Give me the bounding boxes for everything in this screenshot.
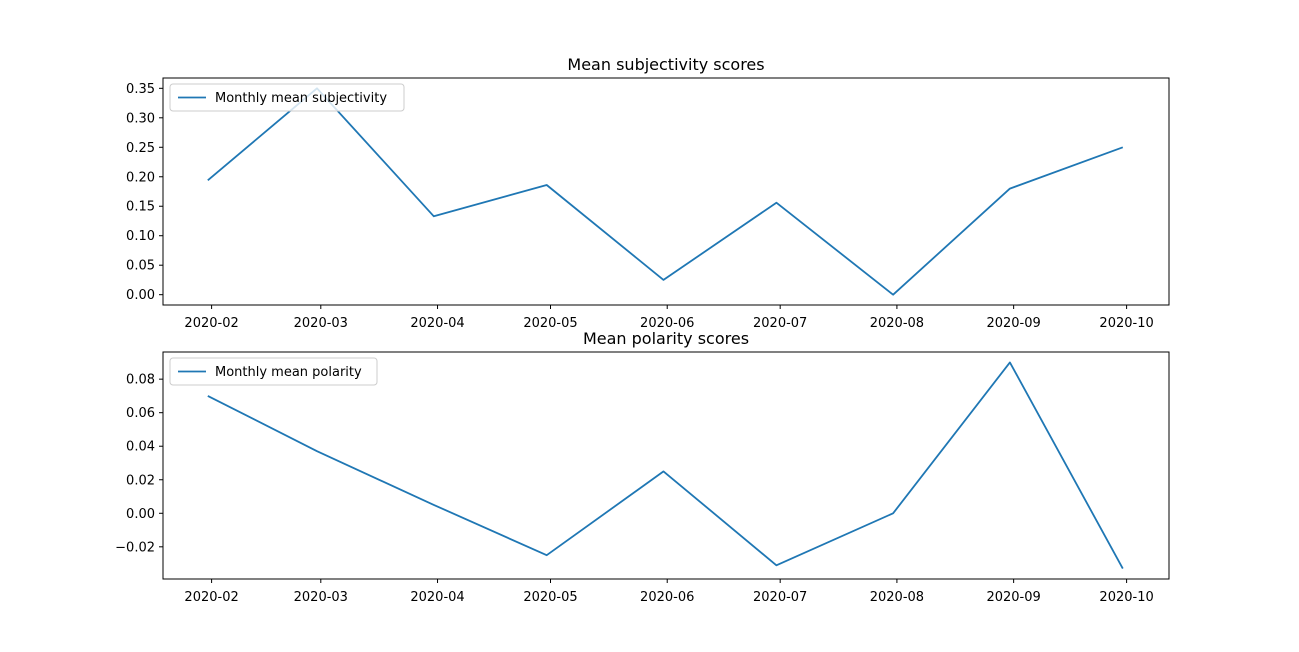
x-tick-label: 2020-10 [1099, 316, 1153, 331]
x-tick-label: 2020-07 [753, 316, 807, 331]
series-line [207, 87, 1124, 296]
x-tick-label: 2020-08 [870, 590, 924, 605]
chart-title: Mean subjectivity scores [567, 55, 764, 74]
x-tick-label: 2020-03 [294, 316, 348, 331]
x-tick-label: 2020-09 [986, 316, 1040, 331]
legend: Monthly mean subjectivity [169, 83, 405, 112]
chart-title: Mean polarity scores [583, 329, 749, 348]
x-tick-label: 2020-05 [523, 590, 577, 605]
axes-frame [162, 77, 1170, 306]
y-tick-label: 0.00 [126, 288, 155, 303]
y-tick-label: 0.30 [126, 111, 155, 126]
x-tick-label: 2020-02 [184, 590, 238, 605]
x-tick-label: 2020-09 [986, 590, 1040, 605]
legend-label: Monthly mean subjectivity [215, 91, 387, 106]
x-tick-label: 2020-06 [640, 316, 694, 331]
y-tick-label: 0.05 [126, 259, 155, 274]
y-tick-label: 0.06 [126, 406, 155, 421]
chart-1: Mean polarity scores 2020-02 2020-03 2020-0… [115, 329, 1170, 605]
legend-box [169, 357, 378, 386]
y-tick-label: 0.00 [126, 507, 155, 522]
charts-container: Mean subjectivity scores 2020-02 2020-03 20… [115, 55, 1170, 605]
x-tick-label: 2020-07 [753, 590, 807, 605]
y-tick-label: 0.04 [126, 440, 155, 455]
x-tick-label: 2020-05 [523, 316, 577, 331]
y-tick-label: 0.20 [126, 170, 155, 185]
x-tick-label: 2020-04 [410, 590, 464, 605]
chart-0: Mean subjectivity scores 2020-02 2020-03 20… [126, 55, 1170, 331]
legend-label: Monthly mean polarity [215, 365, 362, 380]
legend-box [169, 83, 405, 112]
x-tick-label: 2020-08 [870, 316, 924, 331]
y-tick-label: −0.02 [115, 540, 155, 555]
legend: Monthly mean polarity [169, 357, 378, 386]
series-line [207, 361, 1124, 570]
y-tick-label: 0.02 [126, 473, 155, 488]
x-tick-label: 2020-06 [640, 590, 694, 605]
x-tick-label: 2020-02 [184, 316, 238, 331]
y-tick-label: 0.35 [126, 82, 155, 97]
y-tick-label: 0.25 [126, 141, 155, 156]
y-tick-label: 0.10 [126, 229, 155, 244]
x-tick-label: 2020-03 [294, 590, 348, 605]
y-tick-label: 0.08 [126, 373, 155, 388]
x-tick-label: 2020-04 [410, 316, 464, 331]
y-tick-label: 0.15 [126, 200, 155, 215]
axes-frame [162, 351, 1170, 580]
x-tick-label: 2020-10 [1099, 590, 1153, 605]
